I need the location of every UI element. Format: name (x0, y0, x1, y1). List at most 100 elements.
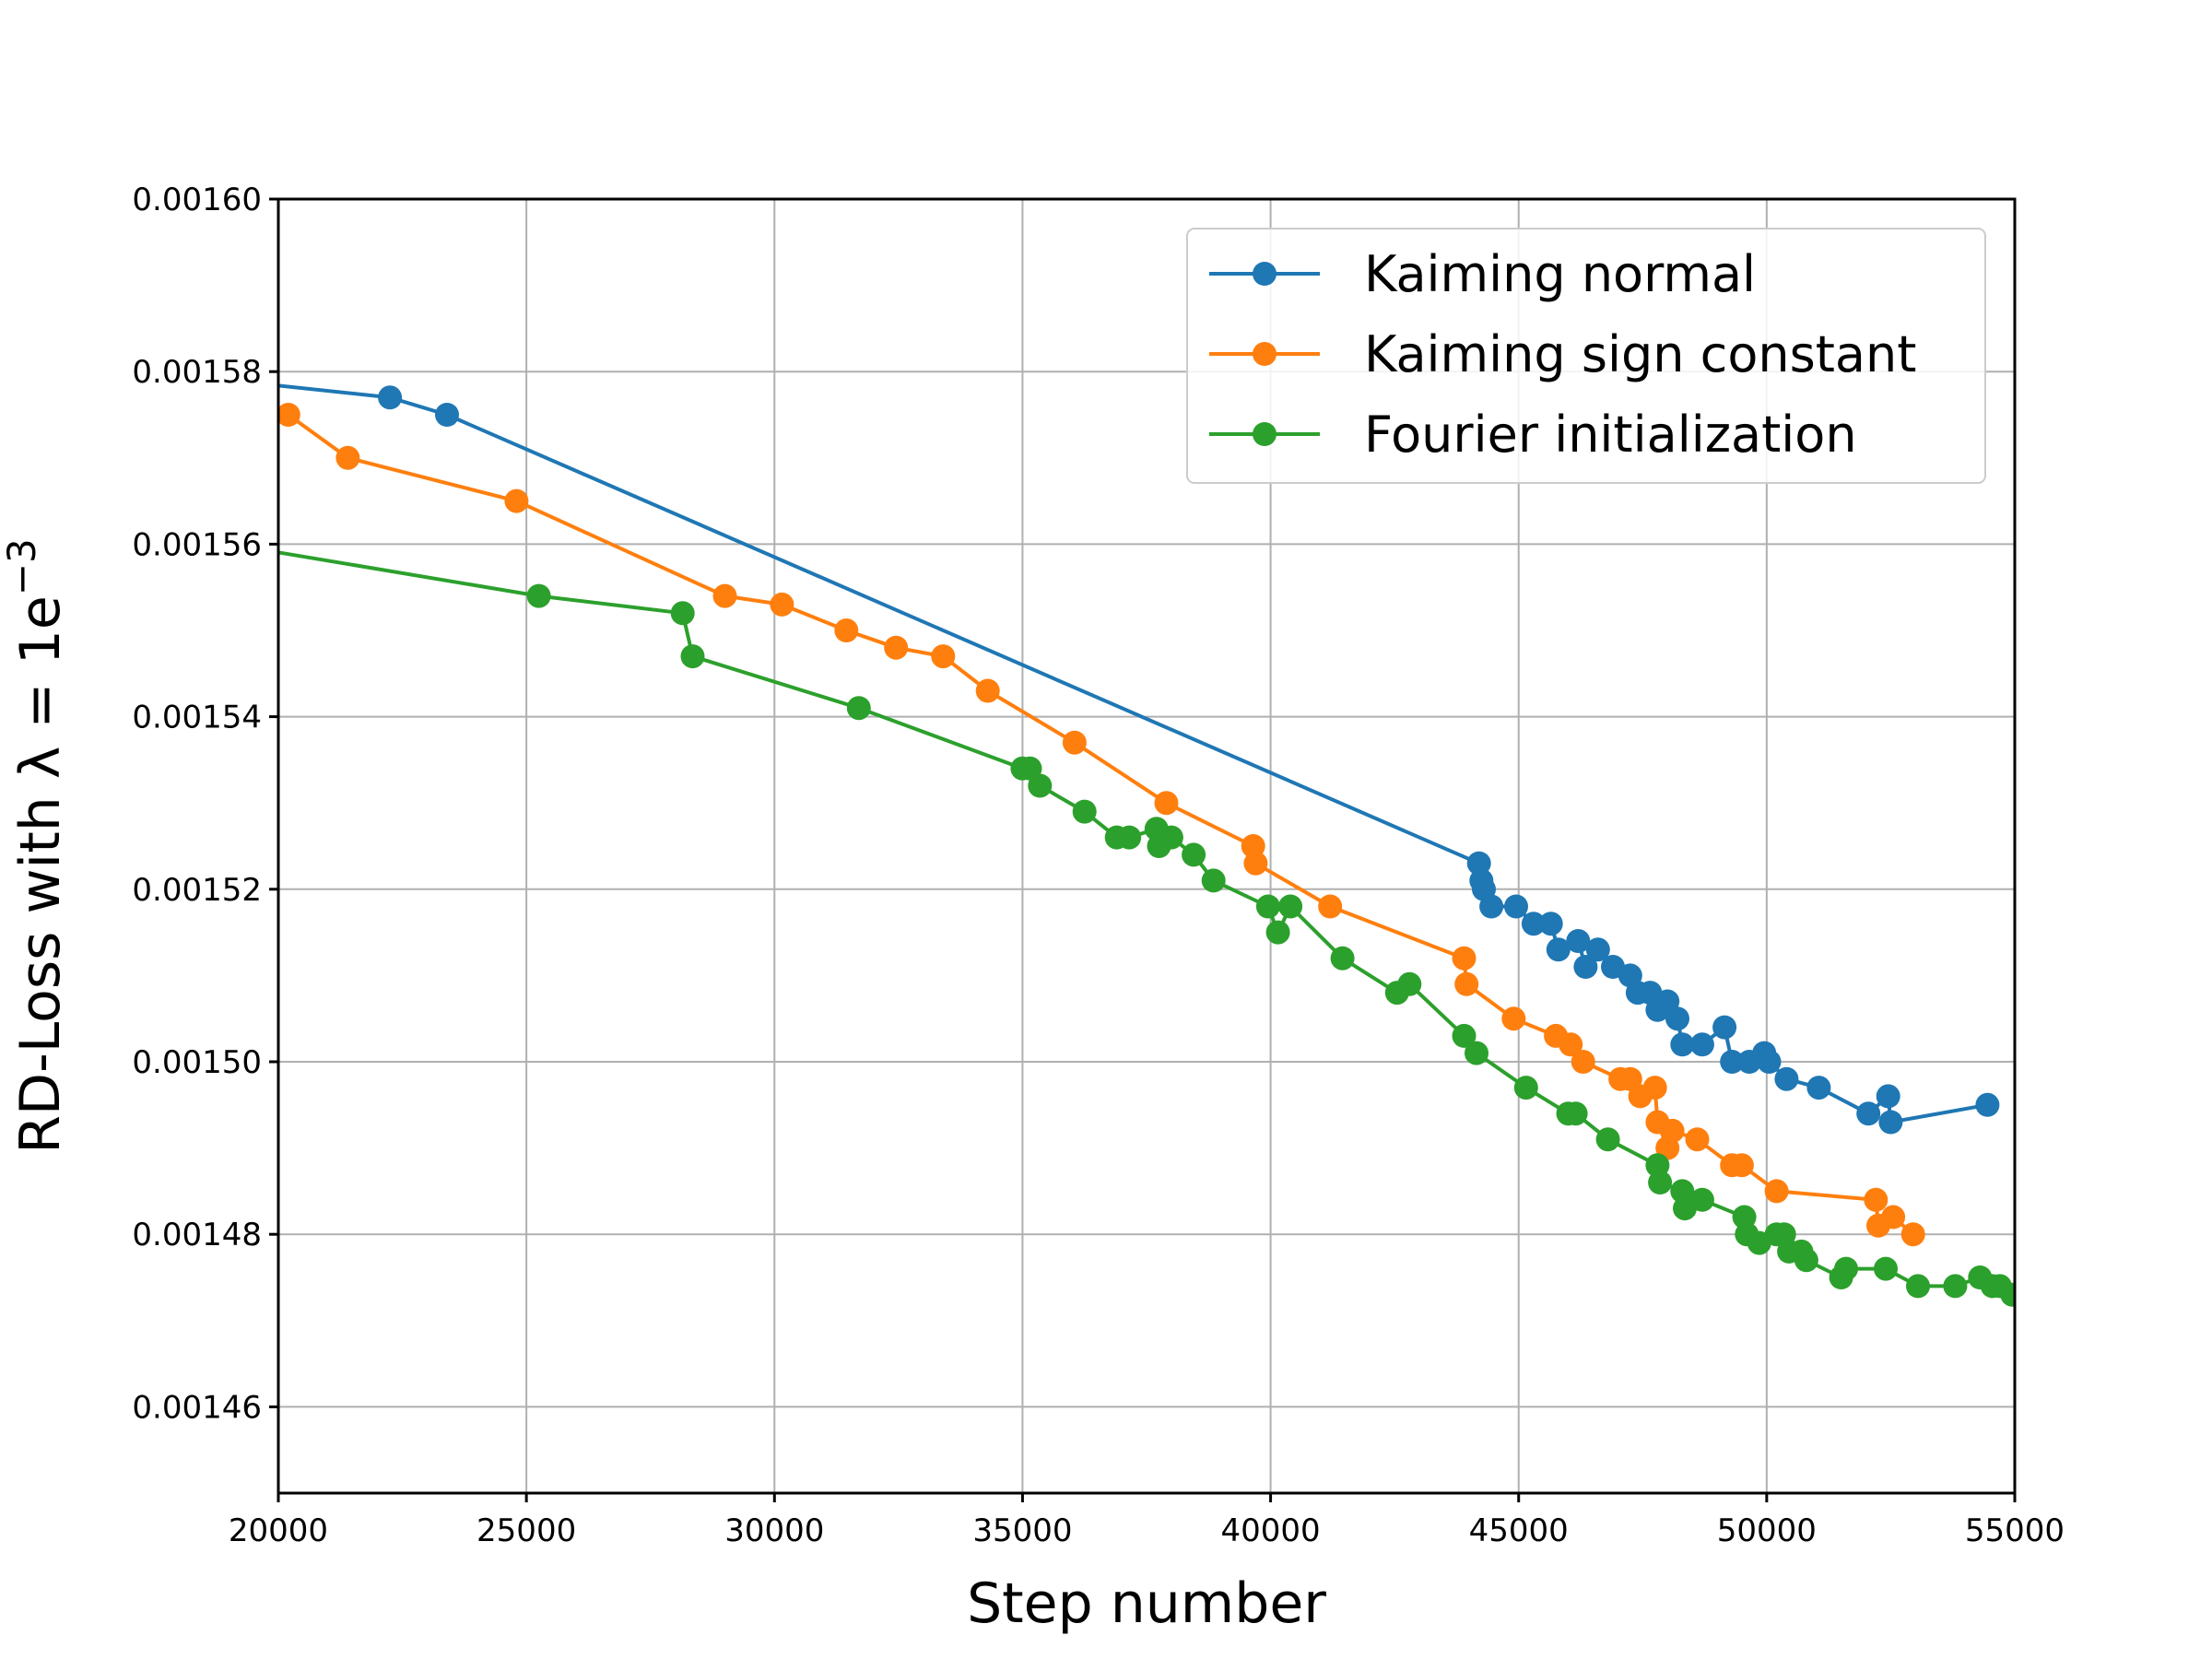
y-tick-label: 0.00148 (132, 1217, 262, 1253)
y-tick-label: 0.00156 (132, 526, 262, 563)
data-point (1452, 1023, 1477, 1048)
x-tick-label: 25000 (477, 1512, 576, 1549)
data-point (1521, 912, 1546, 936)
y-axis-label-exponent: −3 (0, 538, 44, 595)
y-axis: 0.00146 0.00148 0.00150 0.00152 0.00154 0.001… (132, 182, 278, 1426)
data-point (1595, 1127, 1620, 1152)
legend-box (1186, 228, 1986, 484)
data-point (335, 445, 360, 470)
x-tick-label: 20000 (229, 1512, 328, 1549)
data-point (1278, 894, 1303, 919)
x-tick-label: 30000 (724, 1512, 824, 1549)
series-layer (278, 383, 2015, 1307)
data-point (1874, 1256, 1898, 1281)
y-tick-label: 0.00158 (132, 354, 262, 391)
data-point (834, 618, 859, 642)
data-point (1546, 937, 1571, 962)
data-point (1397, 971, 1422, 996)
y-tick-label: 0.00154 (132, 700, 262, 736)
data-point (680, 644, 705, 669)
data-point (846, 696, 871, 721)
legend-label: Kaiming normal (1364, 245, 1756, 303)
data-point (1062, 730, 1087, 755)
data-point (1689, 1032, 1714, 1057)
legend-label: Kaiming sign constant (1364, 325, 1916, 383)
data-point (1318, 894, 1343, 919)
y-tick-label: 0.00152 (132, 872, 262, 909)
data-point (1975, 1092, 2000, 1117)
x-tick-label: 45000 (1469, 1512, 1569, 1549)
data-point (1182, 842, 1206, 867)
data-point (1513, 1076, 1538, 1100)
series-1 (278, 383, 2000, 1135)
data-point (1729, 1153, 1754, 1178)
data-point (1501, 1006, 1526, 1031)
data-point (1566, 929, 1591, 953)
data-point (1878, 1110, 1903, 1135)
data-point (670, 601, 695, 626)
data-point (1117, 825, 1142, 850)
legend-label: Fourier initialization (1364, 406, 1857, 464)
data-point (1154, 791, 1179, 816)
data-point (1794, 1248, 1818, 1273)
data-point (1764, 1179, 1789, 1204)
legend-marker (1253, 422, 1277, 446)
data-point (1876, 1084, 1900, 1109)
legend-marker (1253, 262, 1277, 286)
data-point (1670, 1032, 1695, 1057)
data-point (1642, 1076, 1667, 1100)
x-tick-label: 55000 (1965, 1512, 2065, 1549)
data-point (1720, 1050, 1745, 1074)
data-point (1906, 1274, 1930, 1299)
x-axis: 20000 25000 30000 35000 40000 45000 50000 55000 (229, 1493, 2065, 1549)
data-point (1660, 1118, 1685, 1143)
data-point (770, 592, 794, 617)
data-point (1452, 946, 1477, 971)
data-point (1806, 1076, 1831, 1100)
legend-marker (1253, 342, 1277, 366)
y-tick-label: 0.00146 (132, 1389, 262, 1426)
data-point (1265, 920, 1290, 945)
data-point (1834, 1256, 1858, 1281)
data-point (1479, 894, 1504, 919)
data-point (435, 403, 459, 427)
y-axis-label: RD-Loss with λ = 1e−3 (0, 538, 73, 1154)
data-point (1028, 773, 1053, 798)
data-point (1330, 946, 1355, 971)
data-point (1585, 937, 1610, 962)
data-point (1465, 1041, 1488, 1065)
data-point (1685, 1127, 1710, 1152)
data-point (1159, 825, 1183, 850)
data-point (1573, 955, 1598, 979)
data-point (1856, 1101, 1881, 1126)
data-point (1201, 868, 1226, 893)
y-tick-label: 0.00150 (132, 1044, 262, 1081)
data-point (1774, 1066, 1799, 1091)
x-tick-label: 50000 (1717, 1512, 1817, 1549)
data-point (1454, 971, 1479, 996)
data-point (931, 644, 956, 669)
data-point (1881, 1205, 1906, 1230)
data-point (2000, 1282, 2015, 1307)
data-point (1538, 912, 1563, 936)
series-3 (278, 550, 2015, 1307)
x-tick-label: 35000 (972, 1512, 1072, 1549)
data-point (1665, 1006, 1689, 1031)
data-point (378, 385, 403, 410)
data-point (1689, 1187, 1714, 1212)
legend: Kaiming normal Kaiming sign constant Fouri… (1186, 228, 1986, 484)
x-tick-label: 40000 (1220, 1512, 1320, 1549)
y-tick-label: 0.00160 (132, 182, 262, 218)
data-point (1900, 1222, 1925, 1247)
data-point (975, 678, 1000, 703)
data-point (526, 583, 551, 608)
data-point (504, 488, 529, 513)
data-point (1255, 894, 1280, 919)
y-axis-label-base: RD-Loss with λ = 1e (8, 595, 73, 1154)
data-point (884, 635, 909, 660)
data-point (278, 403, 300, 427)
data-point (1757, 1050, 1782, 1074)
data-point (1504, 894, 1528, 919)
data-point (1864, 1187, 1888, 1212)
